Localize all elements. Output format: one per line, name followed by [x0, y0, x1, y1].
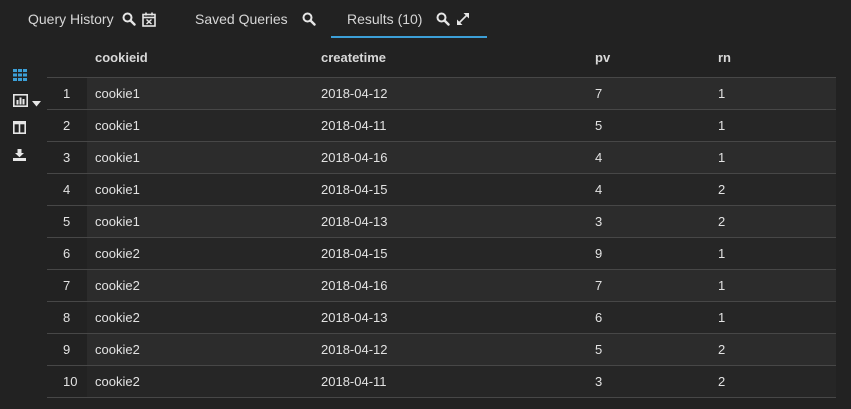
cell-createtime: 2018-04-15	[321, 246, 388, 261]
cell-rn: 1	[718, 246, 726, 261]
cell-createtime: 2018-04-11	[321, 118, 387, 133]
results-table: cookieid createtime pv rn 1 cookie1 2018-0…	[47, 38, 836, 398]
tab-results-label: Results (10)	[347, 11, 423, 27]
cell-rn: 1	[718, 86, 726, 101]
row-number: 1	[47, 78, 87, 109]
tab-query-history-label: Query History	[28, 11, 114, 27]
cell-createtime: 2018-04-11	[321, 374, 387, 389]
row-number: 8	[47, 302, 87, 333]
row-number: 4	[47, 174, 87, 205]
table-row[interactable]: 7 cookie2 2018-04-16 7 1	[47, 270, 836, 302]
cell-createtime: 2018-04-12	[321, 342, 388, 357]
table-row[interactable]: 6 cookie2 2018-04-15 9 1	[47, 238, 836, 270]
chart-view-button[interactable]	[13, 94, 43, 112]
row-number: 10	[47, 366, 87, 397]
cell-rn: 2	[718, 214, 726, 229]
cell-createtime: 2018-04-12	[321, 86, 388, 101]
expand-icon[interactable]	[455, 11, 471, 27]
row-number: 3	[47, 142, 87, 173]
cell-rn: 1	[718, 150, 726, 165]
download-icon	[13, 148, 26, 166]
column-header-pv[interactable]: pv	[595, 50, 611, 65]
grid-icon	[13, 68, 27, 86]
table-header: cookieid createtime pv rn	[47, 38, 836, 78]
table-row[interactable]: 8 cookie2 2018-04-13 6 1	[47, 302, 836, 334]
table-row[interactable]: 5 cookie1 2018-04-13 3 2	[47, 206, 836, 238]
cell-cookieid: cookie1	[95, 214, 140, 229]
columns-button[interactable]	[13, 121, 43, 139]
cell-createtime: 2018-04-15	[321, 182, 388, 197]
tab-query-history[interactable]: Query History	[28, 0, 157, 38]
cell-pv: 3	[595, 214, 603, 229]
cell-rn: 2	[718, 374, 726, 389]
cell-cookieid: cookie2	[95, 374, 140, 389]
cell-pv: 4	[595, 182, 603, 197]
result-toolbar	[0, 38, 46, 409]
cell-cookieid: cookie1	[95, 118, 140, 133]
calendar-clear-icon[interactable]	[141, 11, 157, 27]
column-header-cookieid[interactable]: cookieid	[95, 50, 148, 65]
cell-pv: 9	[595, 246, 603, 261]
table-body: 1 cookie1 2018-04-12 7 1 2 cookie1 2018-04-11 5 1…	[47, 78, 836, 398]
cell-cookieid: cookie2	[95, 310, 140, 325]
cell-rn: 1	[718, 310, 726, 325]
cell-rn: 1	[718, 118, 726, 133]
cell-pv: 5	[595, 342, 603, 357]
column-header-createtime[interactable]: createtime	[321, 50, 387, 65]
table-row[interactable]: 9 cookie2 2018-04-12 5 2	[47, 334, 836, 366]
cell-pv: 3	[595, 374, 603, 389]
cell-rn: 2	[718, 342, 726, 357]
search-icon[interactable]	[301, 11, 317, 27]
row-number: 2	[47, 110, 87, 141]
table-row[interactable]: 3 cookie1 2018-04-16 4 1	[47, 142, 836, 174]
chart-icon	[13, 94, 28, 112]
tab-saved-queries[interactable]: Saved Queries	[195, 0, 317, 38]
search-icon[interactable]	[435, 11, 451, 27]
columns-icon	[13, 121, 26, 139]
cell-cookieid: cookie2	[95, 342, 140, 357]
cell-createtime: 2018-04-13	[321, 214, 388, 229]
cell-rn: 2	[718, 182, 726, 197]
cell-pv: 7	[595, 86, 603, 101]
row-number: 5	[47, 206, 87, 237]
search-icon[interactable]	[121, 11, 137, 27]
cell-cookieid: cookie1	[95, 182, 140, 197]
row-number-header	[47, 38, 87, 77]
cell-cookieid: cookie1	[95, 86, 140, 101]
tab-saved-queries-label: Saved Queries	[195, 11, 288, 27]
cell-cookieid: cookie2	[95, 246, 140, 261]
cell-createtime: 2018-04-16	[321, 150, 388, 165]
column-header-rn[interactable]: rn	[718, 50, 731, 65]
cell-pv: 4	[595, 150, 603, 165]
cell-rn: 1	[718, 278, 726, 293]
cell-cookieid: cookie2	[95, 278, 140, 293]
result-tabs: Query History Saved Queries Results (10)	[0, 0, 851, 38]
table-row[interactable]: 10 cookie2 2018-04-11 3 2	[47, 366, 836, 398]
row-number: 7	[47, 270, 87, 301]
row-number: 9	[47, 334, 87, 365]
caret-down-icon	[32, 94, 41, 112]
tab-results[interactable]: Results (10)	[331, 0, 487, 38]
row-number: 6	[47, 238, 87, 269]
cell-pv: 6	[595, 310, 603, 325]
cell-pv: 7	[595, 278, 603, 293]
cell-cookieid: cookie1	[95, 150, 140, 165]
cell-pv: 5	[595, 118, 603, 133]
table-row[interactable]: 2 cookie1 2018-04-11 5 1	[47, 110, 836, 142]
download-button[interactable]	[13, 148, 43, 166]
table-row[interactable]: 4 cookie1 2018-04-15 4 2	[47, 174, 836, 206]
cell-createtime: 2018-04-16	[321, 278, 388, 293]
table-row[interactable]: 1 cookie1 2018-04-12 7 1	[47, 78, 836, 110]
active-tab-indicator	[331, 36, 487, 38]
cell-createtime: 2018-04-13	[321, 310, 388, 325]
grid-view-button[interactable]	[13, 68, 43, 86]
